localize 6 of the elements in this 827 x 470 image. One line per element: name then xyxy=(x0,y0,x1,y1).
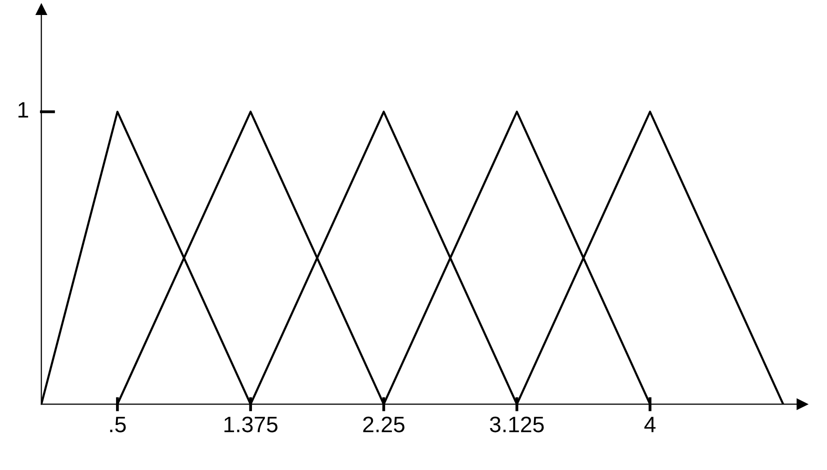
x-tick-label: 2.25 xyxy=(363,416,404,432)
x-tick-label: 1.375 xyxy=(224,416,278,432)
x-tick-label: 3.125 xyxy=(490,416,544,432)
x-tick-label: .5 xyxy=(110,416,126,432)
x-tick-label: 4 xyxy=(644,416,656,432)
text: 1 xyxy=(18,102,28,118)
